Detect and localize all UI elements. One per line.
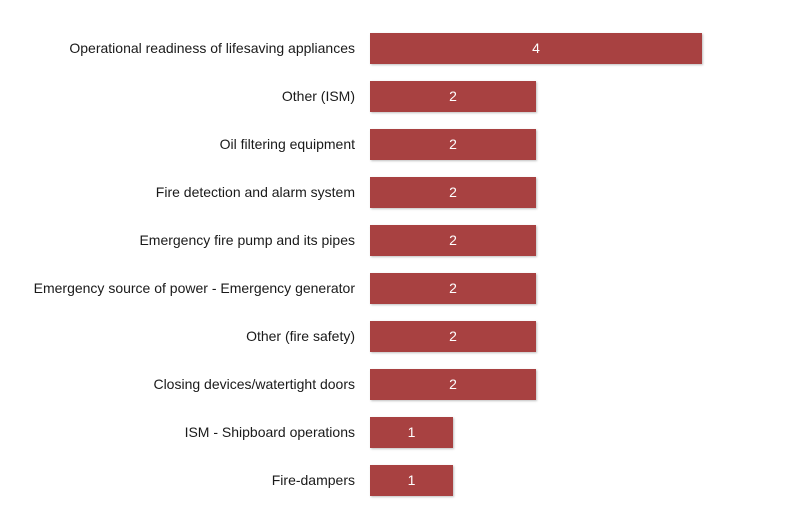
data-label: 2 xyxy=(449,88,457,104)
bar xyxy=(370,273,536,304)
data-label: 2 xyxy=(449,328,457,344)
category-label: Oil filtering equipment xyxy=(219,136,355,152)
data-label: 2 xyxy=(449,376,457,392)
data-label: 4 xyxy=(532,40,540,56)
bar xyxy=(370,369,536,400)
category-label: Emergency fire pump and its pipes xyxy=(139,232,355,248)
data-label: 2 xyxy=(449,232,457,248)
category-label: Operational readiness of lifesaving appl… xyxy=(69,40,355,56)
data-label: 1 xyxy=(407,472,416,488)
category-label: ISM - Shipboard operations xyxy=(184,424,355,440)
category-label: Other (ISM) xyxy=(281,88,355,104)
bar xyxy=(370,417,453,448)
bar xyxy=(370,177,536,208)
bar xyxy=(370,321,536,352)
data-label: 2 xyxy=(449,136,457,152)
category-label: Fire detection and alarm system xyxy=(155,184,355,200)
bar xyxy=(370,129,536,160)
data-label: 2 xyxy=(449,280,457,296)
category-label: Fire-dampers xyxy=(271,472,355,488)
category-label: Emergency source of power - Emergency ge… xyxy=(33,280,355,296)
category-label: Other (fire safety) xyxy=(246,328,355,344)
category-label: Closing devices/watertight doors xyxy=(153,376,355,392)
bar xyxy=(370,225,536,256)
bar xyxy=(370,465,453,496)
data-label: 1 xyxy=(407,424,416,440)
bar xyxy=(370,81,536,112)
data-label: 2 xyxy=(449,184,457,200)
bar xyxy=(370,33,702,64)
